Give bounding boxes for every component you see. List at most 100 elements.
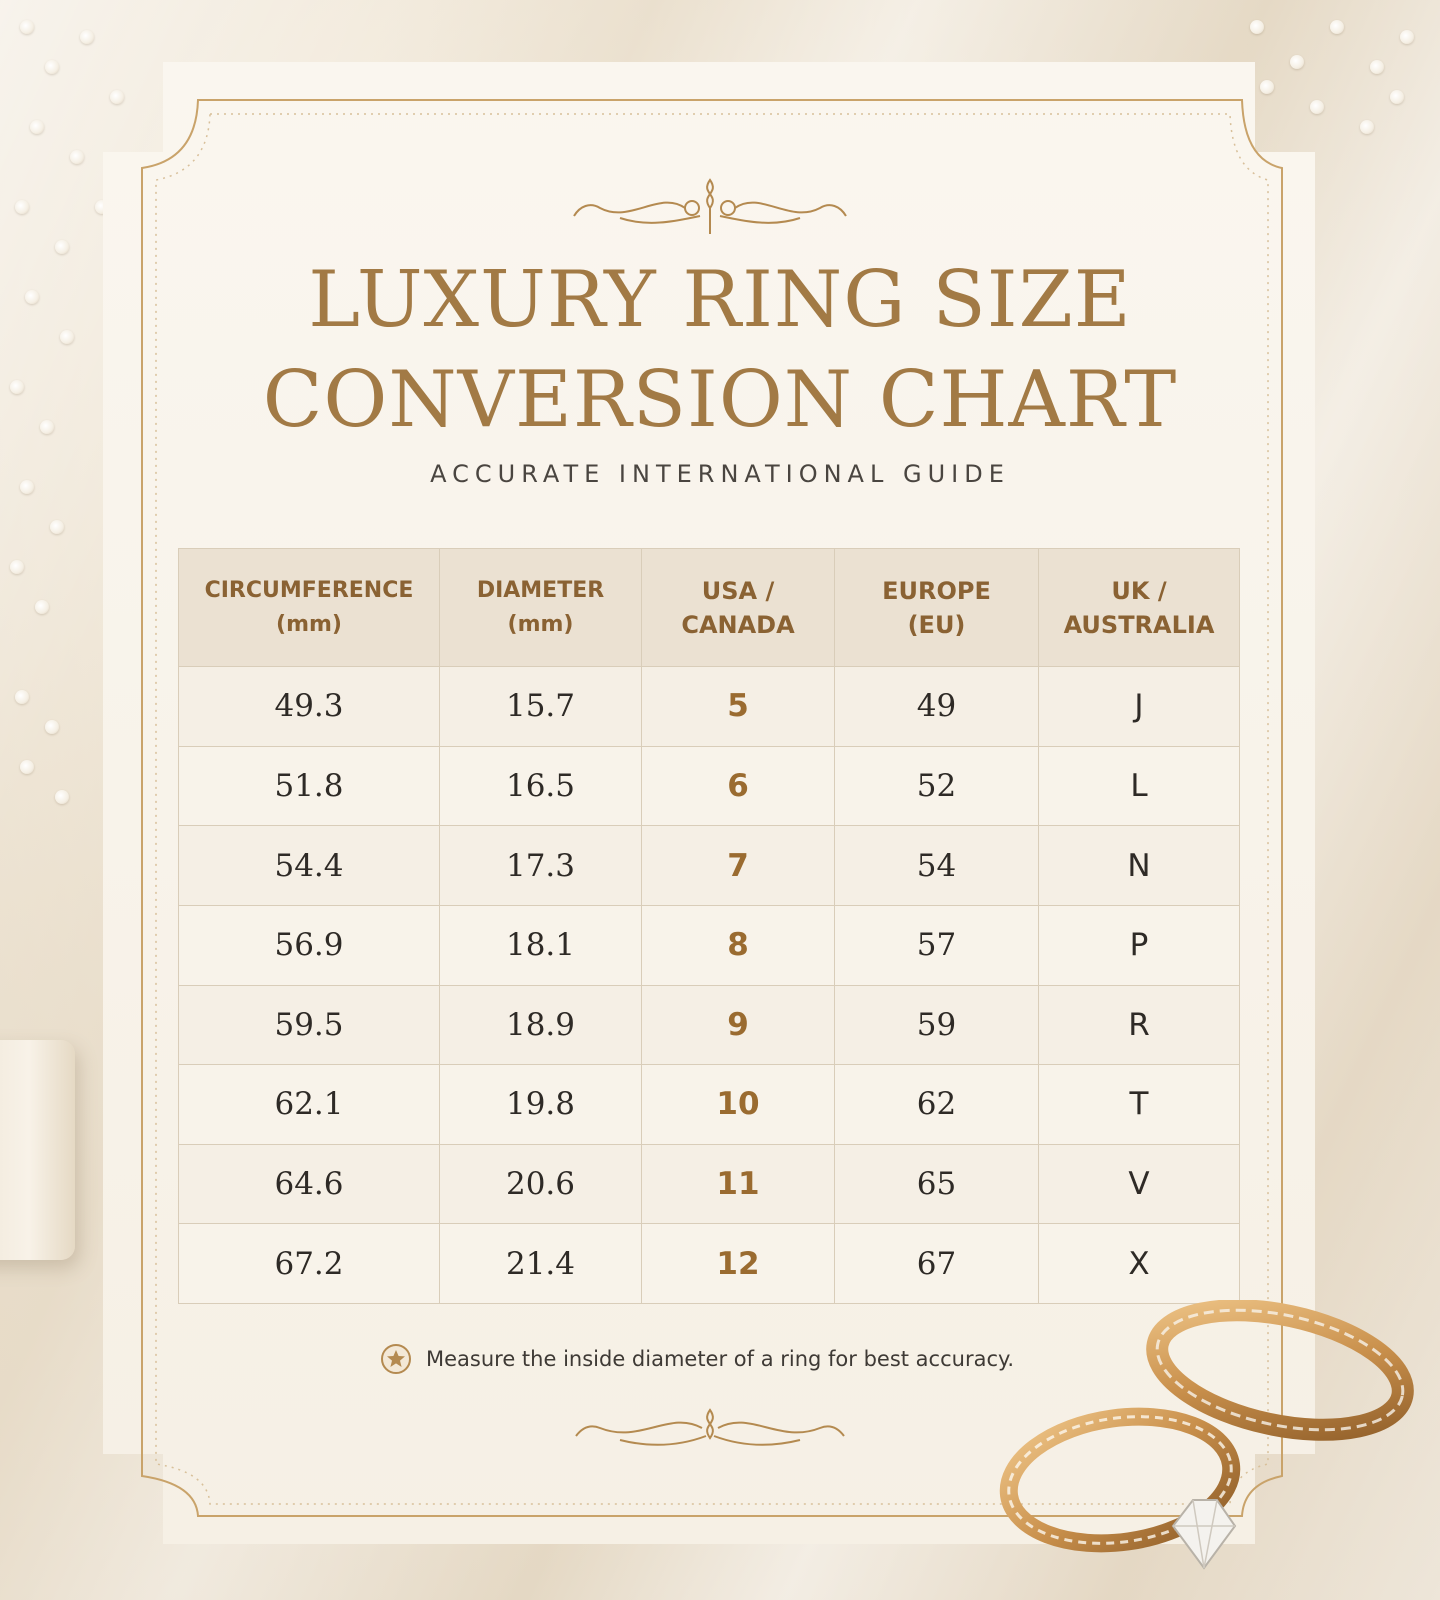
cell-diameter: 18.1: [439, 904, 642, 986]
flower-blossom: [30, 120, 44, 134]
flower-blossom: [25, 290, 39, 304]
cell-usa-canada: 5: [641, 666, 835, 747]
flower-blossom: [55, 790, 69, 804]
column-header-europe: EUROPE (EU): [834, 548, 1039, 667]
cell-usa-canada: 10: [641, 1064, 835, 1145]
header-label: AUSTRALIA: [1063, 610, 1215, 639]
cell-usa-canada: 6: [641, 745, 835, 827]
cell-circumference: 59.5: [178, 984, 440, 1066]
flower-blossom: [45, 720, 59, 734]
table-row: 59.5 18.9 9 59 R: [178, 984, 1240, 1066]
flower-blossom: [1290, 55, 1304, 69]
cell-diameter: 21.4: [439, 1223, 642, 1304]
cell-europe: 67: [834, 1223, 1039, 1304]
header-label: CIRCUMFERENCE: [204, 577, 414, 603]
header-label: USA /: [701, 576, 775, 605]
flower-blossom: [20, 20, 34, 34]
cell-circumference: 62.1: [178, 1064, 440, 1145]
column-header-uk-australia: UK / AUSTRALIA: [1038, 548, 1240, 667]
flower-blossom: [1360, 120, 1374, 134]
cell-usa-canada: 11: [641, 1143, 835, 1225]
header-label: DIAMETER: [476, 577, 605, 603]
header-unit: (EU): [907, 610, 966, 639]
cell-uk-australia: V: [1038, 1143, 1240, 1225]
flower-blossom: [10, 380, 24, 394]
cell-circumference: 67.2: [178, 1223, 440, 1304]
flower-blossom: [15, 200, 29, 214]
ring-box: [0, 1040, 75, 1260]
cell-diameter: 16.5: [439, 745, 642, 827]
cell-diameter: 20.6: [439, 1143, 642, 1225]
cell-usa-canada: 8: [641, 904, 835, 986]
header-unit: (mm): [276, 611, 342, 637]
cell-europe: 59: [834, 984, 1039, 1066]
cell-circumference: 51.8: [178, 745, 440, 827]
flower-blossom: [1400, 30, 1414, 44]
flower-blossom: [55, 240, 69, 254]
flower-blossom: [80, 30, 94, 44]
header-label: CANADA: [681, 610, 795, 639]
ring-size-table: CIRCUMFERENCE (mm) DIAMETER (mm) USA / C…: [178, 548, 1240, 1304]
cell-uk-australia: X: [1038, 1223, 1240, 1304]
table-header-row: CIRCUMFERENCE (mm) DIAMETER (mm) USA / C…: [178, 548, 1240, 667]
cell-europe: 57: [834, 904, 1039, 986]
header-label: EUROPE: [882, 576, 991, 605]
page-subtitle: ACCURATE INTERNATIONAL GUIDE: [430, 460, 1010, 488]
flower-blossom: [1370, 60, 1384, 74]
cell-uk-australia: L: [1038, 745, 1240, 827]
flower-blossom: [15, 690, 29, 704]
flower-blossom: [35, 600, 49, 614]
accuracy-note: Measure the inside diameter of a ring fo…: [380, 1343, 1014, 1375]
cell-europe: 65: [834, 1143, 1039, 1225]
table-row: 49.3 15.7 5 49 J: [178, 666, 1240, 747]
cell-usa-canada: 9: [641, 984, 835, 1066]
cell-circumference: 64.6: [178, 1143, 440, 1225]
cell-usa-canada: 7: [641, 825, 835, 906]
cell-uk-australia: T: [1038, 1064, 1240, 1145]
cell-diameter: 15.7: [439, 666, 642, 747]
cell-europe: 52: [834, 745, 1039, 827]
flower-blossom: [45, 60, 59, 74]
cell-circumference: 49.3: [178, 666, 440, 747]
flower-blossom: [1330, 20, 1344, 34]
note-text: Measure the inside diameter of a ring fo…: [426, 1347, 1015, 1371]
scroll-ornament-icon: [573, 178, 847, 234]
header-unit: (mm): [507, 611, 574, 637]
flower-blossom: [1390, 90, 1404, 104]
title-line-1: LUXURY RING SIZE: [308, 255, 1132, 345]
cell-diameter: 17.3: [439, 825, 642, 906]
flower-blossom: [70, 150, 84, 164]
table-row: 51.8 16.5 6 52 L: [178, 745, 1240, 827]
flower-blossom: [40, 420, 54, 434]
cell-uk-australia: R: [1038, 984, 1240, 1066]
column-header-usa-canada: USA / CANADA: [641, 548, 835, 667]
cell-usa-canada: 12: [641, 1223, 835, 1304]
flower-blossom: [1310, 100, 1324, 114]
column-header-circumference: CIRCUMFERENCE (mm): [178, 548, 440, 667]
cell-uk-australia: N: [1038, 825, 1240, 906]
flower-blossom: [1250, 20, 1264, 34]
column-header-diameter: DIAMETER (mm): [439, 548, 642, 667]
flower-blossom: [50, 520, 64, 534]
star-icon: [381, 1344, 411, 1374]
header-label: UK /: [1111, 576, 1167, 605]
table-row: 67.2 21.4 12 67 X: [178, 1223, 1240, 1304]
cell-uk-australia: P: [1038, 904, 1240, 986]
cell-diameter: 18.9: [439, 984, 642, 1066]
cell-diameter: 19.8: [439, 1064, 642, 1145]
flower-blossom: [20, 760, 34, 774]
cell-europe: 62: [834, 1064, 1039, 1145]
rings-illustration: [999, 1300, 1414, 1570]
flower-blossom: [110, 90, 124, 104]
table-row: 56.9 18.1 8 57 P: [178, 904, 1240, 986]
cell-uk-australia: J: [1038, 666, 1240, 747]
flower-blossom: [1260, 80, 1274, 94]
cell-europe: 54: [834, 825, 1039, 906]
cell-circumference: 56.9: [178, 904, 440, 986]
flower-blossom: [60, 330, 74, 344]
table-row: 62.1 19.8 10 62 T: [178, 1064, 1240, 1145]
page-title: LUXURY RING SIZE CONVERSION CHART: [150, 250, 1290, 450]
cell-circumference: 54.4: [178, 825, 440, 906]
flower-blossom: [10, 560, 24, 574]
title-line-2: CONVERSION CHART: [262, 355, 1178, 445]
